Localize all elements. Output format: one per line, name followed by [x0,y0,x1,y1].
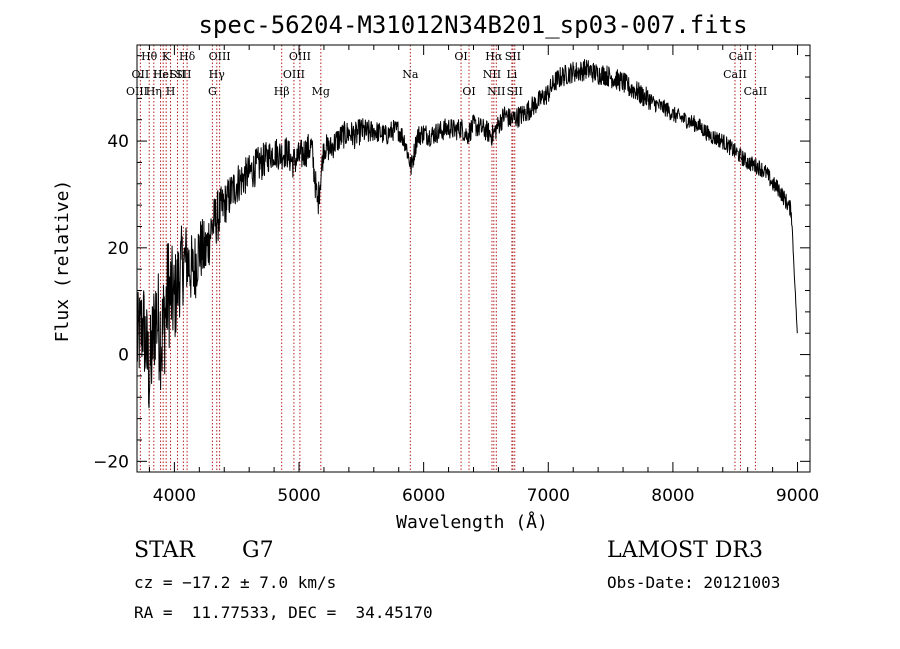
spectral-line-label: NII [487,85,505,98]
x-tick-label: 5000 [277,486,320,506]
spectrum-trace [136,59,798,409]
spectral-line-label: OI [454,50,467,63]
y-tick-label: 40 [107,132,129,152]
x-tick-label: 7000 [527,486,570,506]
spectral-line-label: Hδ [179,50,196,63]
spectral-line-label: SII [175,68,191,81]
spectral-line-label: SII [507,85,523,98]
spectral-line-label: Na [402,68,419,81]
spectral-line-label: OII [132,68,150,81]
spectral-line-label: Hα [485,50,503,63]
y-tick-label: 0 [118,346,129,366]
x-tick-label: 9000 [776,486,819,506]
spectrum-line [136,59,798,409]
redshift-value: cz = −17.2 ± 7.0 km/s [134,573,337,592]
coordinates: RA = 11.77533, DEC = 34.45170 [134,603,433,622]
spectral-line-label: OIII [126,85,148,98]
observation-date: Obs-Date: 20121003 [607,573,781,592]
y-tick-label: 20 [107,239,129,259]
axes: 4000 5000 6000 7000 8000 9000 −20 0 20 40 [93,44,819,506]
spectral-line-label: Mg [312,85,330,98]
spectral-line-label: OI [462,85,475,98]
spectral-line-label: Hγ [209,68,226,81]
survey-name: LAMOST DR3 [607,538,763,563]
spectral-line-label: OIII [209,50,231,63]
x-axis-label: Wavelength (Å) [396,511,548,533]
spectral-line-label: CaII [723,68,747,81]
x-tick-label: 8000 [651,486,694,506]
spectral-line-label: SII [505,50,521,63]
spectral-line-label: Hβ [274,85,290,98]
spectral-line-label: H [166,85,176,98]
y-tick-label: −20 [93,452,129,472]
object-class: STAR [134,538,195,563]
spectral-line-label: NII [483,68,501,81]
spectral-line-label: CaII [729,50,753,63]
spectral-line-label: G [208,85,217,98]
spectral-line-label: OIII [283,68,305,81]
spectral-line-label: Hε [153,68,169,81]
spectral-line-label: Li [506,68,517,81]
spectral-line-label: K [162,50,171,63]
spectral-line-label: OIII [289,50,311,63]
spectral-line-label: SII [169,68,185,81]
spectral-line-label: Hθ [141,50,158,63]
chart-title: spec-56204-M31012N34B201_sp03-007.fits [198,11,747,39]
x-tick-label: 4000 [153,486,196,506]
plot-frame [136,44,811,473]
spectral-line-label: CaII [744,85,768,98]
y-axis-label: Flux (relative) [52,180,73,343]
object-subclass: G7 [242,538,274,563]
spectral-line-label: HeI [153,68,173,81]
spectral-line-label: Hη [146,85,162,98]
x-tick-label: 6000 [402,486,445,506]
